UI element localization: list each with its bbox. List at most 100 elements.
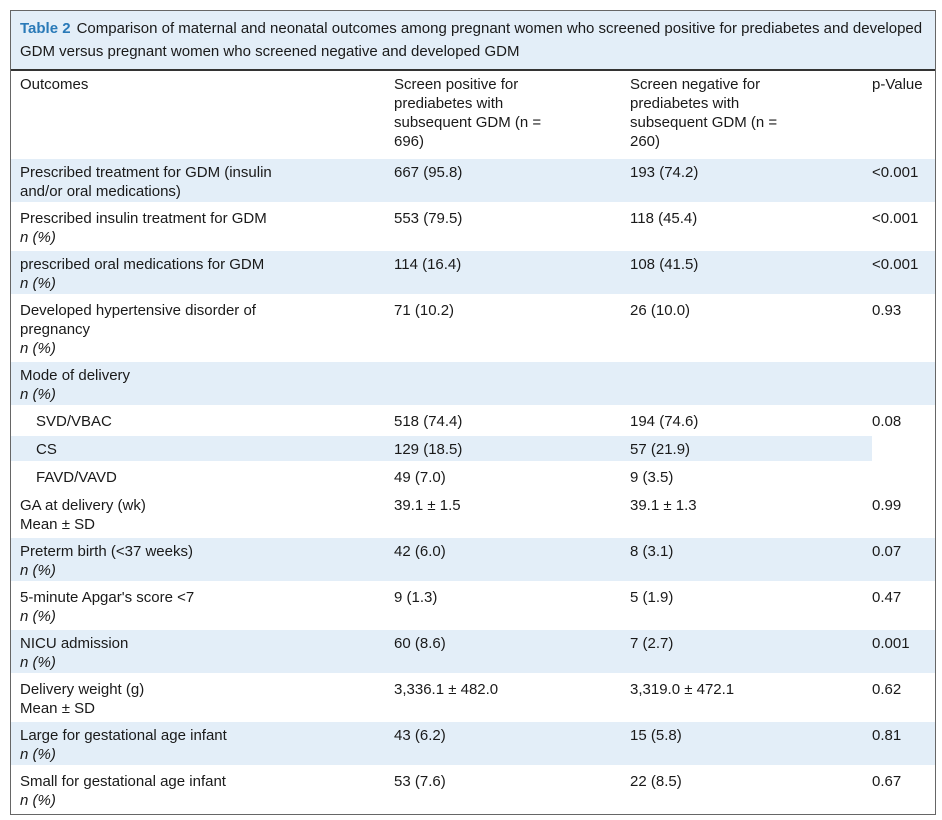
outcome-text: Delivery weight (g) <box>20 681 145 698</box>
sub-row: SVD/VBAC 518 (74.4) 194 (74.6) 0.08 <box>11 408 935 489</box>
outcome-text: Prescribed treatment for GDM (insulin an… <box>20 164 272 200</box>
p-value-cell: 0.93 <box>872 297 935 359</box>
negative-cell: 108 (41.5) <box>630 251 872 294</box>
negative-cell: 7 (2.7) <box>630 630 872 673</box>
positive-cell: 553 (79.5) <box>394 205 630 248</box>
table-row: NICU admission n (%) 60 (8.6) 7 (2.7) 0.001 <box>11 630 935 673</box>
sub-label-cell: FAVD/VAVD <box>11 464 394 489</box>
table-row: Mode of delivery n (%) <box>11 362 935 405</box>
table-row: 5-minute Apgar's score <7 n (%) 9 (1.3) 5 (… <box>11 584 935 627</box>
negative-cell: 22 (8.5) <box>630 768 872 811</box>
table-frame: Table 2 Comparison of maternal and neonat… <box>10 10 936 815</box>
p-value-cell: <0.001 <box>872 251 935 294</box>
positive-cell: 49 (7.0) <box>394 464 630 489</box>
outcome-text: 5-minute Apgar's score <7 <box>20 589 195 606</box>
sub-label: FAVD/VAVD <box>36 469 117 486</box>
p-value-cell: 0.08 <box>872 408 935 489</box>
positive-cell: 9 (1.3) <box>394 584 630 627</box>
table-row: Developed hypertensive disorder of pregn… <box>11 297 935 359</box>
header-row: Outcomes Screen positive for prediabetes… <box>11 71 935 156</box>
positive-cell: 518 (74.4) <box>394 408 630 433</box>
positive-cell: 53 (7.6) <box>394 768 630 811</box>
outcome-unit: n (%) <box>20 386 56 403</box>
outcome-cell: GA at delivery (wk) Mean ± SD <box>11 492 394 535</box>
outcome-cell: Prescribed treatment for GDM (insulin an… <box>11 159 394 202</box>
positive-cell: 71 (10.2) <box>394 297 630 359</box>
negative-cell: 26 (10.0) <box>630 297 872 359</box>
caption-text: Comparison of maternal and neonatal outc… <box>20 20 923 60</box>
negative-cell: 193 (74.2) <box>630 159 872 202</box>
outcome-text: Prescribed insulin treatment for GDM <box>20 210 267 227</box>
positive-cell: 3,336.1 ± 482.0 <box>394 676 630 719</box>
positive-cell: 667 (95.8) <box>394 159 630 202</box>
negative-cell: 3,319.0 ± 472.1 <box>630 676 872 719</box>
outcome-unit: n (%) <box>20 746 56 763</box>
outcome-text: Large for gestational age infant <box>20 727 227 744</box>
positive-cell: 43 (6.2) <box>394 722 630 765</box>
outcome-text: GA at delivery (wk) <box>20 497 146 514</box>
table-row: Small for gestational age infant n (%) 53 … <box>11 768 935 811</box>
p-value-cell: <0.001 <box>872 205 935 248</box>
outcome-unit: Mean ± SD <box>20 700 95 717</box>
outcome-cell: Mode of delivery n (%) <box>11 362 394 405</box>
positive-cell: 114 (16.4) <box>394 251 630 294</box>
negative-cell: 9 (3.5) <box>630 464 872 489</box>
outcome-text: prescribed oral medications for GDM <box>20 256 265 273</box>
header-cell: Screen positive for prediabetes with sub… <box>394 71 630 156</box>
table-body: Outcomes Screen positive for prediabetes… <box>11 71 935 811</box>
table-row: Delivery weight (g) Mean ± SD 3,336.1 ± 48… <box>11 676 935 719</box>
caption: Table 2 Comparison of maternal and neonat… <box>11 11 935 71</box>
outcome-cell: Small for gestational age infant n (%) <box>11 768 394 811</box>
positive-cell: 129 (18.5) <box>394 436 630 461</box>
outcome-unit: n (%) <box>20 792 56 809</box>
empty-cell <box>872 362 935 405</box>
outcome-cell: Delivery weight (g) Mean ± SD <box>11 676 394 719</box>
outcome-unit: n (%) <box>20 608 56 625</box>
empty-cell <box>630 362 872 405</box>
sub-label-cell: SVD/VBAC <box>11 408 394 433</box>
header-cell: Screen negative for prediabetes with sub… <box>630 71 872 156</box>
p-value-cell: 0.99 <box>872 492 935 535</box>
table-row: Prescribed treatment for GDM (insulin an… <box>11 159 935 202</box>
header-cell: Outcomes <box>11 71 394 156</box>
table-row: Preterm birth (<37 weeks) n (%) 42 (6.0) 8 … <box>11 538 935 581</box>
outcome-cell: Developed hypertensive disorder of pregn… <box>11 297 394 359</box>
negative-cell: 39.1 ± 1.3 <box>630 492 872 535</box>
outcome-cell: 5-minute Apgar's score <7 n (%) <box>11 584 394 627</box>
outcome-cell: NICU admission n (%) <box>11 630 394 673</box>
negative-cell: 194 (74.6) <box>630 408 872 433</box>
negative-cell: 5 (1.9) <box>630 584 872 627</box>
outcome-unit: n (%) <box>20 654 56 671</box>
sub-label: CS <box>36 441 57 458</box>
outcome-unit: n (%) <box>20 562 56 579</box>
p-value-cell: 0.47 <box>872 584 935 627</box>
negative-cell: 15 (5.8) <box>630 722 872 765</box>
negative-cell: 57 (21.9) <box>630 436 872 461</box>
outcome-unit: Mean ± SD <box>20 516 95 533</box>
p-value-cell: 0.62 <box>872 676 935 719</box>
header-text: Screen negative for prediabetes with sub… <box>630 76 778 150</box>
outcome-unit: n (%) <box>20 340 56 357</box>
table-row: GA at delivery (wk) Mean ± SD 39.1 ± 1.5 39… <box>11 492 935 535</box>
outcome-cell: prescribed oral medications for GDM n (%) <box>11 251 394 294</box>
outcome-cell: Large for gestational age infant n (%) <box>11 722 394 765</box>
sub-row: CS 129 (18.5) 57 (21.9) <box>11 436 935 461</box>
p-value-cell: <0.001 <box>872 159 935 202</box>
p-value-cell: 0.07 <box>872 538 935 581</box>
outcome-text: Mode of delivery <box>20 367 131 384</box>
p-value-cell: 0.81 <box>872 722 935 765</box>
negative-cell: 118 (45.4) <box>630 205 872 248</box>
positive-cell: 42 (6.0) <box>394 538 630 581</box>
outcome-cell: Prescribed insulin treatment for GDM n (%… <box>11 205 394 248</box>
table-row: prescribed oral medications for GDM n (%)… <box>11 251 935 294</box>
header-text: Screen positive for prediabetes with sub… <box>394 76 542 150</box>
table-row: Large for gestational age infant n (%) 43 … <box>11 722 935 765</box>
negative-cell: 8 (3.1) <box>630 538 872 581</box>
sub-row: FAVD/VAVD 49 (7.0) 9 (3.5) <box>11 464 935 489</box>
outcome-text: NICU admission <box>20 635 129 652</box>
caption-label: Table 2 <box>20 20 71 37</box>
table: Outcomes Screen positive for prediabetes… <box>11 68 935 814</box>
table-row: Prescribed insulin treatment for GDM n (%… <box>11 205 935 248</box>
outcome-text: Small for gestational age infant <box>20 773 226 790</box>
